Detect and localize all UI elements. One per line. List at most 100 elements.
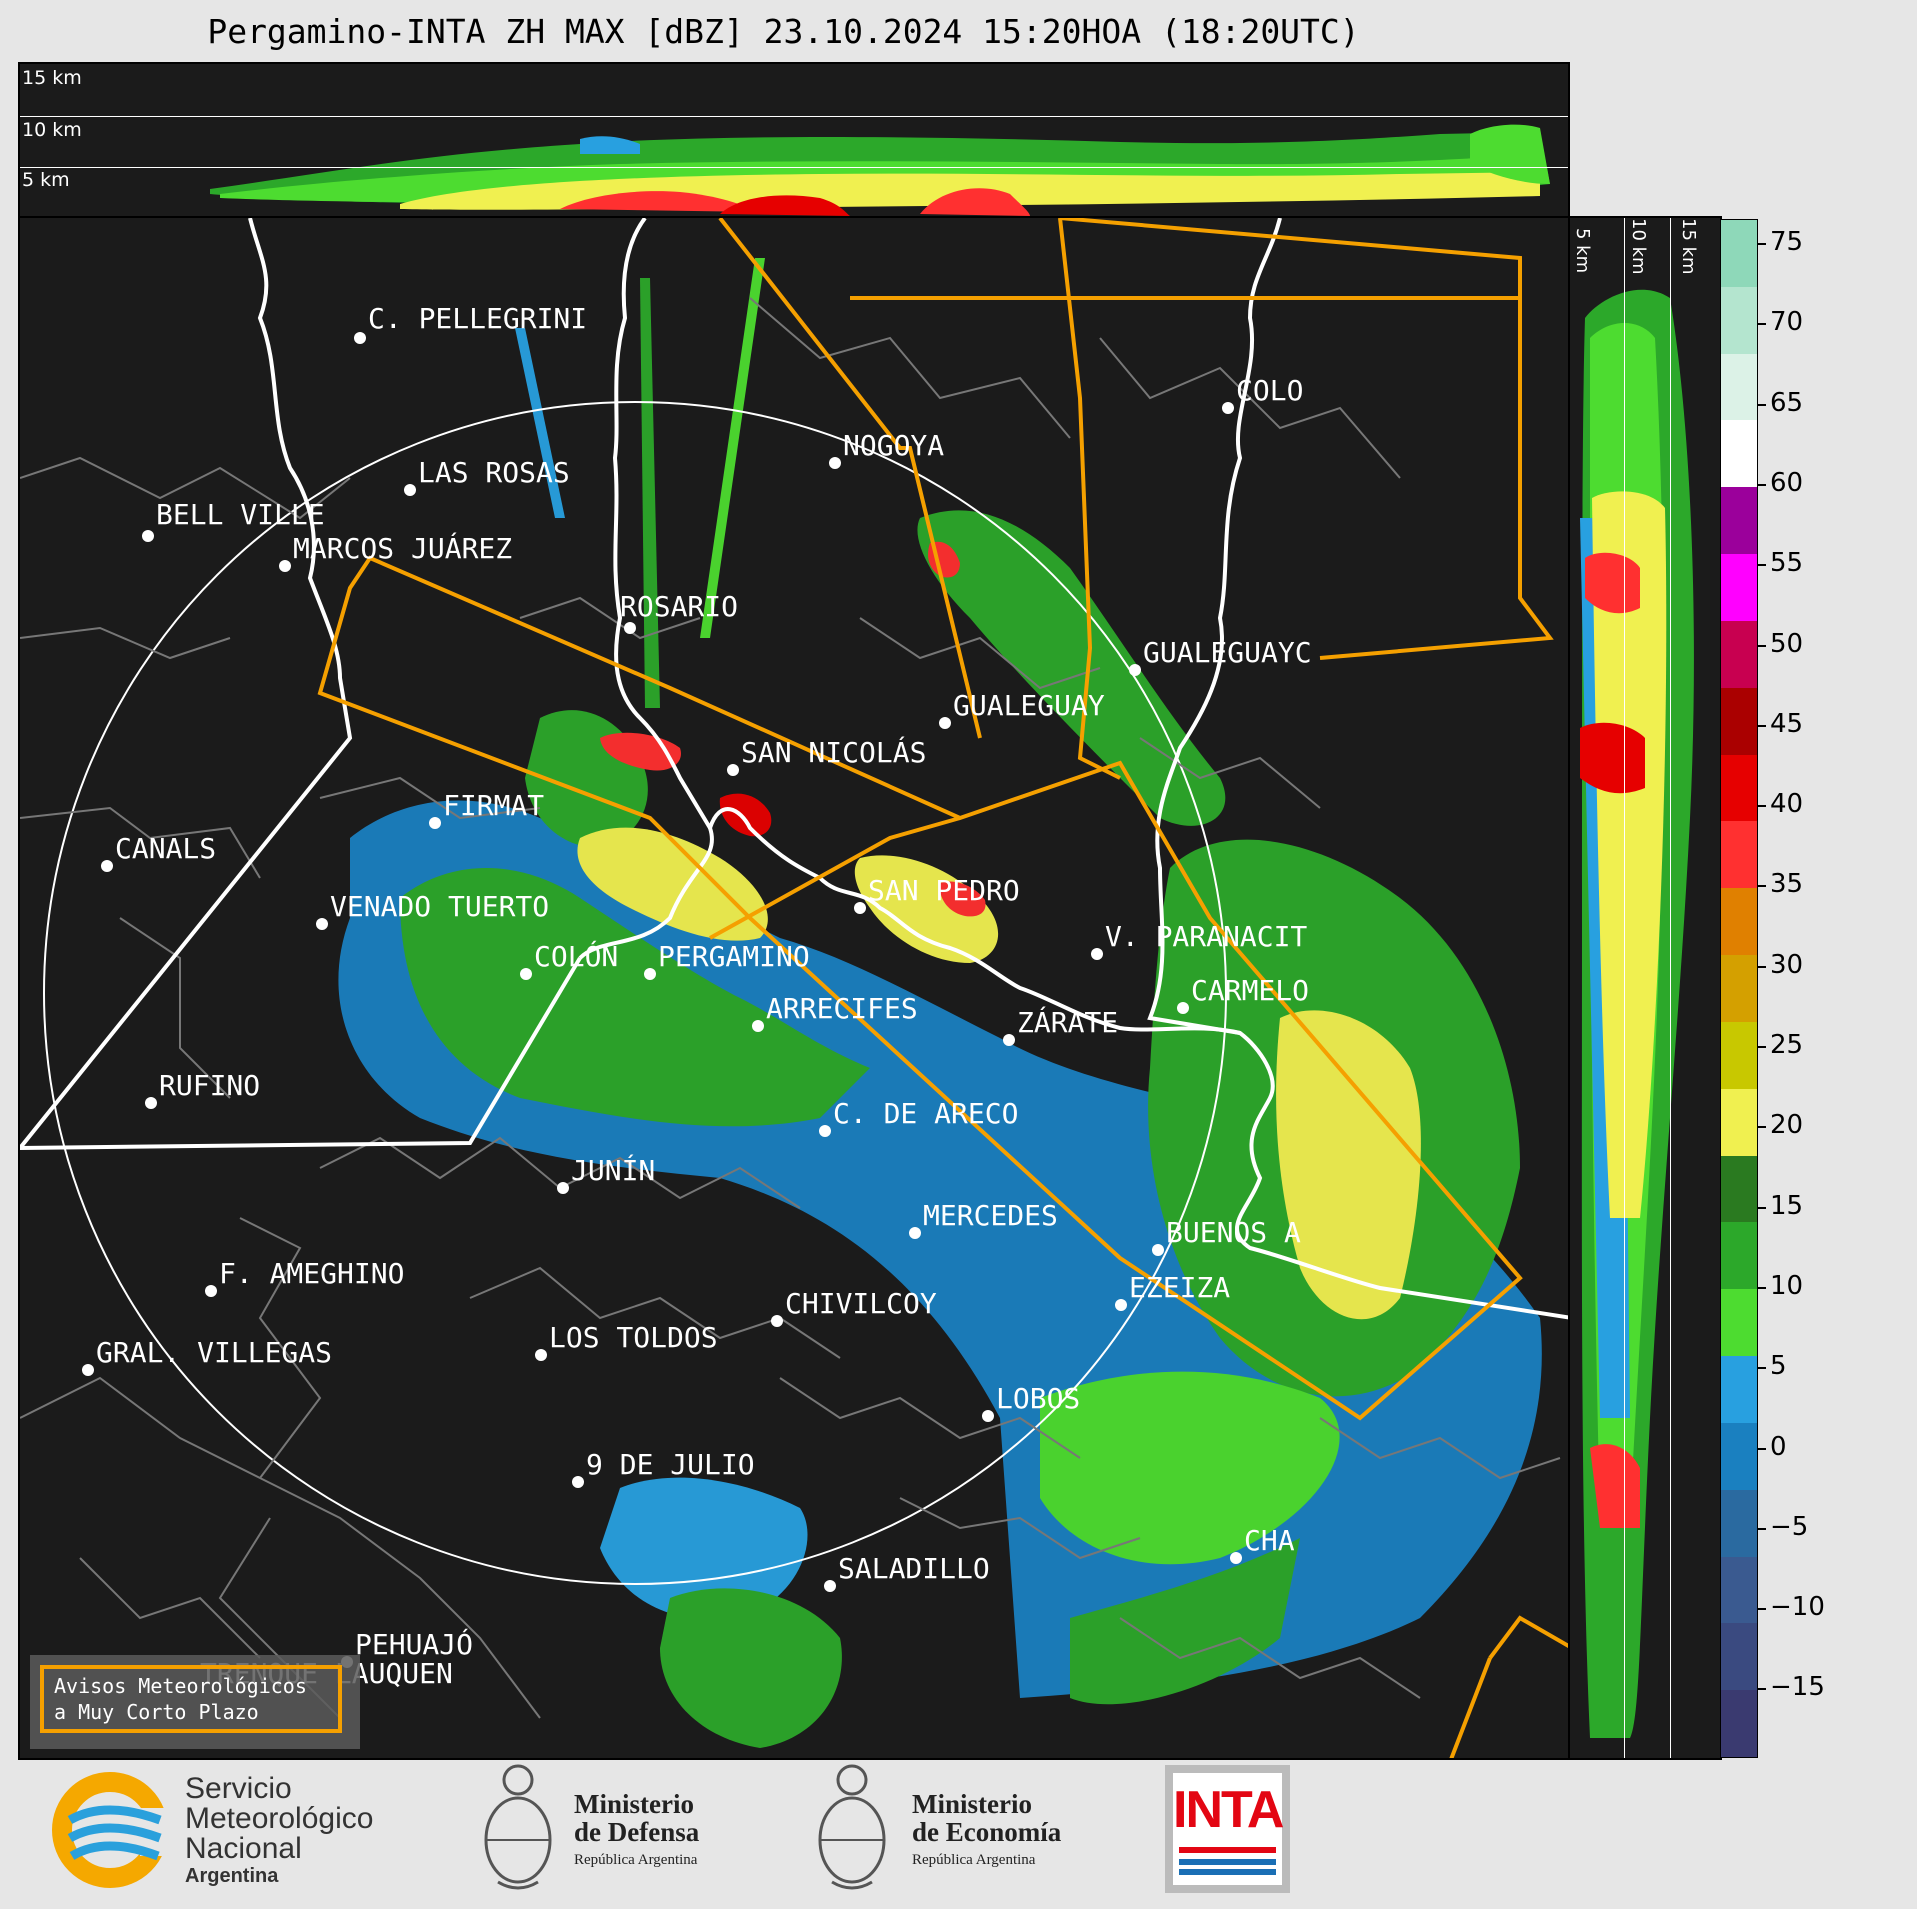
radar-echo-layer [338, 258, 1542, 1748]
city-label: CHIVILCOY [785, 1287, 937, 1320]
city-marker [982, 1410, 994, 1422]
colorbar-tick-label: 30 [1770, 949, 1804, 980]
city-label: COLO [1236, 374, 1303, 407]
city-marker [1230, 1552, 1242, 1564]
colorbar-tick-label: −15 [1770, 1672, 1825, 1703]
colorbar-segment [1721, 1690, 1757, 1758]
colorbar-segment [1721, 888, 1757, 956]
city-label: NOGOYA [843, 429, 944, 462]
smn-emblem-icon [52, 1772, 170, 1888]
colorbar-segment [1721, 1356, 1757, 1424]
province-borders [20, 218, 1568, 1320]
city-label: GUALEGUAYC [1143, 636, 1312, 669]
city-marker [1177, 1002, 1189, 1014]
city-marker [1152, 1244, 1164, 1256]
colorbar-tick-label: 15 [1770, 1190, 1804, 1221]
colorbar-tick [1758, 323, 1766, 326]
colorbar-tick [1758, 403, 1766, 406]
colorbar-tick [1758, 965, 1766, 968]
colorbar-segment [1721, 1222, 1757, 1290]
city-marker [142, 530, 154, 542]
map-title: Pergamino-INTA ZH MAX [dBZ] 23.10.2024 1… [207, 12, 1360, 51]
colorbar-segment [1721, 1556, 1757, 1624]
colorbar-tick-label: 50 [1770, 628, 1804, 659]
city-label: 9 DE JULIO [586, 1448, 755, 1481]
colorbar-segment [1721, 1623, 1757, 1691]
radar-map: C. PELLEGRINI LAS ROSAS BELL VILLE MARCOS J… [18, 216, 1570, 1760]
colorbar-tick-label: 20 [1770, 1110, 1804, 1141]
top-cross-section-echoes [210, 124, 1550, 216]
city-marker [557, 1182, 569, 1194]
colorbar-tick-label: 25 [1770, 1030, 1804, 1060]
city-marker [316, 918, 328, 930]
city-marker [1222, 402, 1234, 414]
city-marker [101, 860, 113, 872]
colorbar-tick-label: −10 [1770, 1592, 1825, 1623]
city-marker [644, 968, 656, 980]
colorbar-tick [1758, 724, 1766, 727]
city-label: LOBOS [996, 1382, 1080, 1415]
colorbar-segment [1721, 286, 1757, 355]
smn-line4: Argentina [185, 1865, 279, 1887]
colorbar-segment [1721, 220, 1757, 288]
warning-legend-box[interactable]: Avisos Meteorológicos a Muy Corto Plazo [30, 1655, 360, 1749]
top-level-10km: 10 km [22, 119, 82, 141]
inta-wordmark: INTA [1173, 1781, 1284, 1839]
city-marker [205, 1285, 217, 1297]
top-cross-section-panel: 15 km 10 km 5 km [18, 62, 1570, 218]
city-marker [354, 332, 366, 344]
city-label: GUALEGUAY [953, 689, 1105, 722]
city-label: V. PARANACIT [1105, 920, 1307, 953]
colorbar-tick-label: 0 [1770, 1431, 1787, 1462]
city-marker [624, 622, 636, 634]
city-label: EZEIZA [1129, 1271, 1230, 1304]
city-marker [727, 764, 739, 776]
coat-of-arms-icon [484, 1764, 552, 1890]
defensa-line2: de Defensa [574, 1817, 700, 1847]
colorbar-tick [1758, 644, 1766, 647]
city-label: MARCOS JUÁREZ [293, 531, 512, 565]
smn-line3: Nacional [185, 1832, 302, 1865]
defensa-line1: Ministerio [574, 1789, 694, 1819]
colorbar-tick-label: 45 [1770, 708, 1804, 739]
colorbar-segment [1721, 754, 1757, 822]
city-marker [824, 1580, 836, 1592]
city-marker [82, 1364, 94, 1376]
city-label: CARMELO [1191, 974, 1309, 1007]
city-label: C. DE ARECO [833, 1097, 1018, 1130]
city-label: VENADO TUERTO [330, 890, 549, 923]
city-label: ROSARIO [620, 590, 738, 623]
warning-polygons [317, 218, 1568, 1758]
city-marker [1003, 1034, 1015, 1046]
city-label: ZÁRATE [1017, 1005, 1118, 1039]
city-label: BUENOS A [1166, 1216, 1301, 1249]
warning-legend-frame: Avisos Meteorológicos a Muy Corto Plazo [40, 1665, 342, 1733]
colorbar-tick-label: 5 [1770, 1351, 1787, 1382]
city-label: CHA [1244, 1524, 1295, 1557]
city-label: F. AMEGHINO [219, 1257, 404, 1290]
colorbar-tick [1758, 1688, 1766, 1691]
colorbar-tick-label: 55 [1770, 548, 1804, 579]
city-label: ARRECIFES [766, 992, 918, 1025]
colorbar-tick-label: 65 [1770, 387, 1804, 418]
city-label: JUNÍN [571, 1153, 655, 1187]
colorbar-segment [1721, 420, 1757, 488]
colorbar-tick [1758, 1206, 1766, 1209]
colorbar-tick [1758, 1046, 1766, 1048]
city-marker [535, 1349, 547, 1361]
city-marker [1129, 664, 1141, 676]
colorbar-tick [1758, 1527, 1766, 1530]
defensa-line3: República Argentina [574, 1852, 698, 1868]
colorbar-tick-label: 10 [1770, 1270, 1804, 1301]
colorbar-segment [1721, 1422, 1757, 1491]
city-marker [829, 457, 841, 469]
smn-line2: Meteorológico [185, 1802, 374, 1835]
colorbar-segment [1721, 353, 1757, 421]
city-label: C. PELLEGRINI [368, 302, 587, 335]
side-level-15km: 15 km [1678, 218, 1699, 275]
side-level-10km: 10 km [1628, 218, 1649, 275]
city-marker [854, 902, 866, 914]
city-label: SALADILLO [838, 1552, 990, 1585]
city-label: LAS ROSAS [418, 456, 570, 489]
